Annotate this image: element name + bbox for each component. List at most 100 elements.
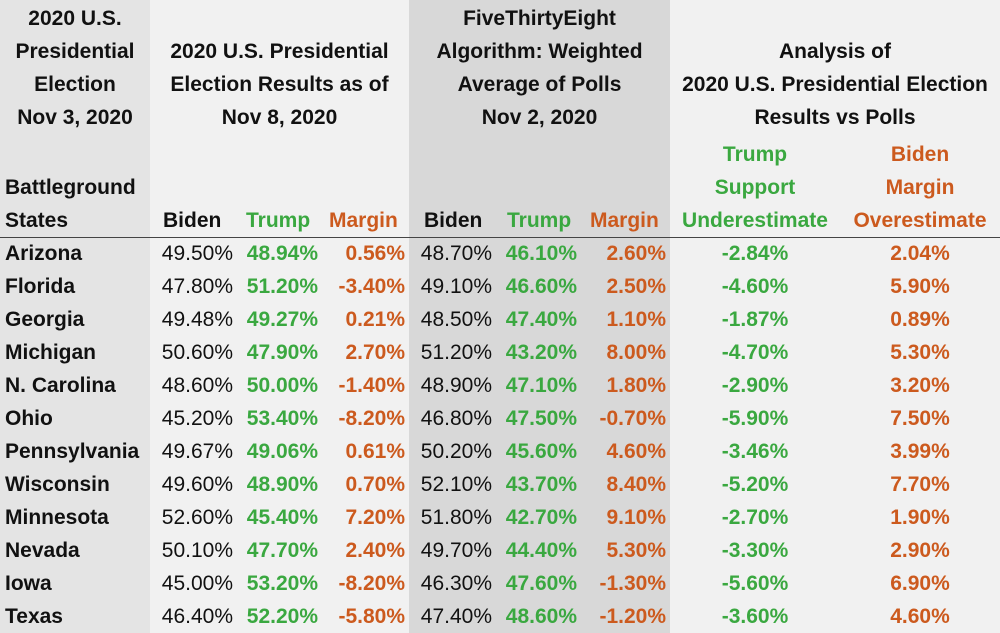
battleground-states-header: Battleground States [5,171,136,237]
results-column-background [150,0,409,633]
trump-underestimate-value: -2.90% [721,374,789,397]
polls-margin-value: 1.80% [606,374,666,397]
results-margin-value: 0.21% [345,308,405,331]
polls-biden-header: Biden [424,209,483,232]
results-margin-value: -1.40% [338,374,405,397]
header-line: Average of Polls [457,73,622,96]
header-divider [0,237,1000,238]
polls-margin-value: 1.10% [606,308,666,331]
biden-overestimate-value: 0.89% [890,308,950,331]
polls-trump-value: 47.10% [505,374,577,397]
state-name: Nevada [5,539,80,562]
polls-trump-value: 42.70% [505,506,577,529]
state-name: Michigan [5,341,97,364]
polls-biden-value: 48.70% [420,242,492,265]
results-trump-value: 49.06% [246,440,318,463]
biden-overestimate-value: 3.20% [890,374,950,397]
polls-biden-value: 49.70% [420,539,492,562]
results-trump-value: 49.27% [246,308,318,331]
polls-biden-value: 50.20% [420,440,492,463]
results-trump-value: 53.20% [246,572,318,595]
trump-underestimate-value: -5.20% [721,473,789,496]
results-biden-value: 50.10% [161,539,233,562]
polls-margin-value: -0.70% [599,407,666,430]
trump-underestimate-value: -4.70% [721,341,789,364]
state-name: Florida [5,275,76,298]
results-trump-value: 45.40% [246,506,318,529]
state-column-background [0,0,150,633]
results-biden-value: 47.80% [161,275,233,298]
results-header: 2020 U.S. Presidential Election Results … [150,35,409,134]
header-line: Presidential [15,40,135,63]
trump-underestimate-header: Trump Support Underestimate [675,138,835,237]
header-line: Election [34,73,116,96]
header-line: Algorithm: Weighted [436,40,643,63]
polls-trump-value: 44.40% [505,539,577,562]
state-name: Minnesota [5,506,109,529]
biden-overestimate-value: 2.04% [890,242,950,265]
state-name: Georgia [5,308,85,331]
polls-margin-value: 2.50% [606,275,666,298]
header-line: Nov 8, 2020 [221,106,338,129]
results-margin-value: -8.20% [338,572,405,595]
biden-overestimate-value: 3.99% [890,440,950,463]
results-biden-value: 49.67% [161,440,233,463]
trump-underestimate-value: -3.30% [721,539,789,562]
trump-underestimate-value: -2.84% [721,242,789,265]
state-name: Iowa [5,572,52,595]
results-biden-value: 49.50% [161,242,233,265]
polls-trump-header: Trump [507,209,572,232]
state-name: Ohio [5,407,53,430]
results-margin-value: 0.56% [345,242,405,265]
polls-biden-value: 51.20% [420,341,492,364]
results-trump-value: 48.90% [246,473,318,496]
polls-biden-value: 51.80% [420,506,492,529]
biden-overestimate-value: 7.50% [890,407,950,430]
polls-trump-value: 46.60% [505,275,577,298]
results-margin-value: -3.40% [338,275,405,298]
state-name: N. Carolina [5,374,116,397]
results-margin-value: -8.20% [338,407,405,430]
results-trump-value: 52.20% [246,605,318,628]
results-trump-value: 51.20% [246,275,318,298]
polls-margin-value: -1.20% [599,605,666,628]
biden-overestimate-value: 2.90% [890,539,950,562]
trump-underestimate-value: -5.90% [721,407,789,430]
results-margin-value: 2.70% [345,341,405,364]
polls-margin-header: Margin [590,209,659,232]
trump-underestimate-value: -5.60% [721,572,789,595]
analysis-header: Analysis of 2020 U.S. Presidential Elect… [670,35,1000,134]
trump-underestimate-value: -1.87% [721,308,789,331]
results-margin-value: 2.40% [345,539,405,562]
header-line: 2020 U.S. Presidential [170,40,389,63]
polls-header: FiveThirtyEight Algorithm: Weighted Aver… [409,2,670,134]
trump-underestimate-value: -3.46% [721,440,789,463]
results-biden-value: 46.40% [161,605,233,628]
header-line: FiveThirtyEight [463,7,616,30]
polls-margin-value: 5.30% [606,539,666,562]
header-line: 2020 U.S. Presidential Election [682,73,988,96]
header-line: Nov 2, 2020 [481,106,598,129]
polls-biden-value: 46.30% [420,572,492,595]
polls-trump-value: 43.20% [505,341,577,364]
polls-biden-value: 46.80% [420,407,492,430]
header-line: Nov 3, 2020 [17,106,133,129]
polls-margin-value: 2.60% [606,242,666,265]
header-line: Underestimate [682,209,828,232]
results-trump-header: Trump [246,209,311,232]
polls-margin-value: 4.60% [606,440,666,463]
results-trump-value: 47.90% [246,341,318,364]
trump-underestimate-value: -2.70% [721,506,789,529]
header-line: Election Results as of [170,73,389,96]
header-line: 2020 U.S. [28,7,122,30]
header-line: Support [714,176,796,199]
header-line: Margin [885,176,955,199]
polls-margin-value: 9.10% [606,506,666,529]
header-line: Biden [890,143,950,166]
biden-overestimate-value: 4.60% [890,605,950,628]
results-margin-header: Margin [329,209,398,232]
biden-overestimate-header: Biden Margin Overestimate [845,138,995,237]
trump-underestimate-value: -4.60% [721,275,789,298]
polls-biden-value: 52.10% [420,473,492,496]
